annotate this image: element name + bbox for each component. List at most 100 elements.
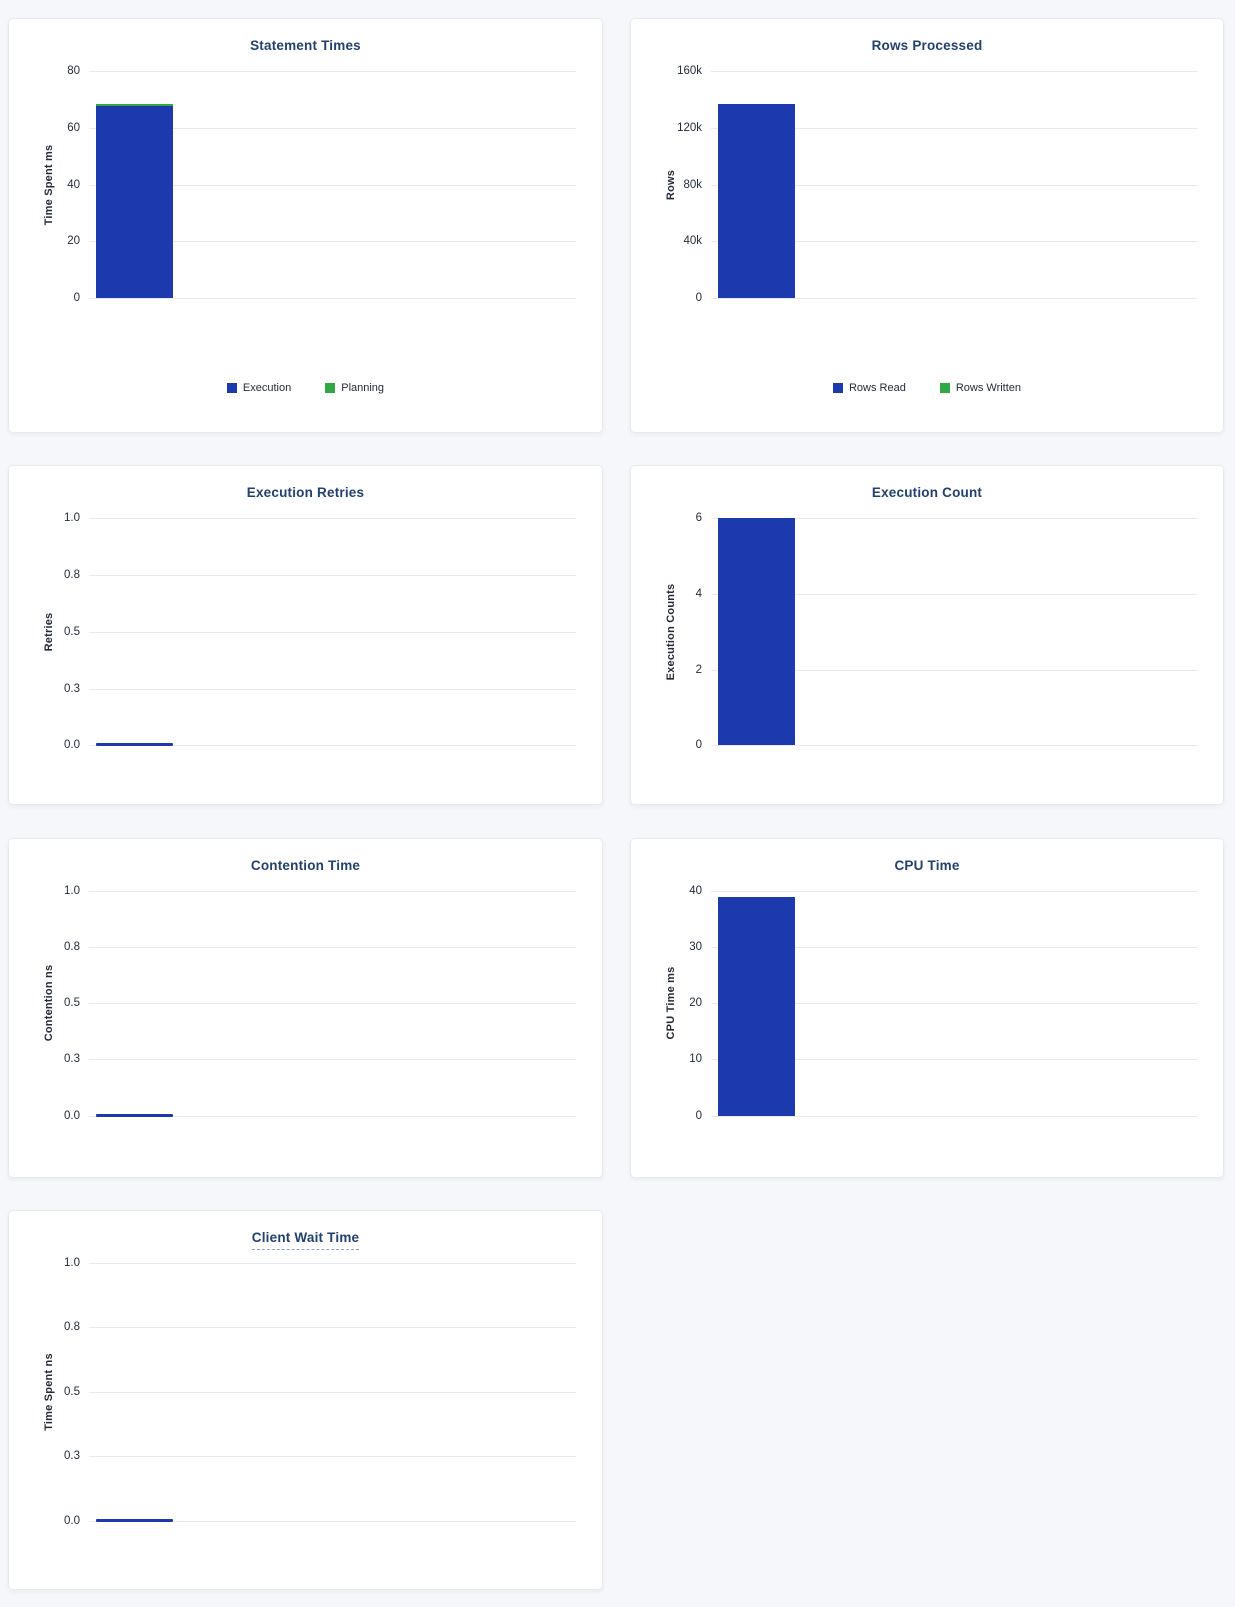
y-tick-label: 120k [677,121,702,134]
y-tick-label: 40k [683,235,702,248]
y-tick-label: 0.0 [64,1514,80,1527]
chart-title-text: Statement Times [250,38,361,53]
legend-swatch-icon [226,383,237,393]
y-axis-label: Time Spent ms [43,144,55,225]
plot-area: Time Spent ms 80 60 40 20 0 [9,65,602,304]
bar-segment-execution-counts [718,518,795,746]
plot: 6 4 2 0 [696,512,1197,751]
legend-swatch-icon [939,383,950,393]
y-axis-label: Retries [43,612,55,652]
chart-card-contention-time: Contention Time Contention ns 1.0 0.8 0.5 0.3… [8,837,603,1178]
legend-label: Rows Written [955,382,1022,394]
chart-card-cpu-time: CPU Time CPU Time ms 40 30 20 10 0 [630,837,1224,1178]
chart-card-client-wait-time: Client Wait Time Time Spent ns 1.0 0.8 0.5 0.… [8,1209,603,1590]
gridline: 4 [696,588,1197,600]
legend-label: Execution [242,382,292,394]
y-tick-label: 1.0 [64,884,80,897]
gridline: 80 [67,65,576,77]
chart-card-rows-processed: Rows Processed Rows 160k 120k 80k 40k 0 Rows Re… [630,18,1224,433]
bar-segment-execution [96,106,173,298]
y-axis-label: Time Spent ns [43,1352,55,1431]
gridline: 40k [683,235,1197,247]
legend-swatch-icon [832,383,843,393]
y-tick-label: 40 [689,884,702,897]
y-tick-label: 80 [67,65,80,77]
gridline: 40 [689,885,1197,897]
y-tick-label: 0.5 [64,1385,80,1398]
y-axis-label: Rows [665,169,677,200]
chart-title-contention-time: Contention Time [9,857,602,873]
y-tick-label: 160k [677,65,702,77]
legend-item-rows-written: Rows Written [939,382,1022,394]
y-tick-label: 4 [695,587,702,600]
gridline: 30 [689,941,1197,953]
y-tick-label: 0.3 [64,1450,80,1463]
y-tick-label: 0.5 [64,997,80,1009]
gridline: 0.5 [64,626,576,638]
chart-title-rows-processed: Rows Processed [631,39,1223,53]
y-tick-label: 0 [695,1109,702,1122]
gridline: 60 [67,122,576,134]
gridline: 1.0 [64,512,576,524]
plot: 160k 120k 80k 40k 0 [677,65,1197,304]
chart-title-cpu-time: CPU Time [631,858,1223,873]
y-tick-label: 40 [67,178,80,191]
gridline: 160k [677,65,1197,77]
gridline: 0.3 [64,1053,576,1065]
y-tick-label: 0 [695,292,702,304]
zero-value-line [96,1518,173,1522]
plot-area: Rows 160k 120k 80k 40k 0 [631,65,1223,304]
plot: 1.0 0.8 0.5 0.3 0.0 [64,512,576,751]
y-tick-label: 0.8 [64,940,80,953]
gridline: 0.5 [64,997,576,1009]
plot: 1.0 0.8 0.5 0.3 0.0 [64,885,576,1122]
plot: 80 60 40 20 0 [67,65,576,304]
gridline: 10 [689,1053,1197,1065]
gridline: 0 [696,292,1197,304]
zero-value-line [96,1113,173,1117]
y-tick-label: 0.8 [64,1321,80,1334]
y-tick-label: 0 [695,739,702,752]
plot: 1.0 0.8 0.5 0.3 0.0 [64,1257,576,1527]
gridline: 0 [696,739,1197,751]
bar-segment-cpu-time [718,896,795,1116]
y-tick-label: 0.0 [64,739,80,752]
y-tick-label: 0.8 [64,569,80,581]
bar-segment-planning [96,104,173,106]
plot-area: Execution Counts 6 4 2 0 [631,512,1223,751]
plot-area: Time Spent ns 1.0 0.8 0.5 0.3 0.0 [9,1257,602,1527]
chart-title-text: Execution Count [871,485,983,501]
y-tick-label: 0.0 [64,1109,80,1122]
y-tick-label: 60 [67,121,80,134]
y-tick-label: 20 [689,997,702,1009]
y-tick-label: 6 [695,512,702,525]
gridline: 0 [74,292,576,304]
chart-title-text: Execution Retries [246,485,365,501]
y-tick-label: 0 [73,292,80,304]
gridline: 0.5 [64,1386,576,1398]
y-tick-label: 10 [689,1053,702,1066]
chart-title-text: Contention Time [250,857,361,873]
plot-area: Retries 1.0 0.8 0.5 0.3 0.0 [9,512,602,751]
chart-title-statement-times: Statement Times [9,39,602,53]
legend-swatch-icon [325,383,336,393]
chart-title-tooltip-trigger[interactable]: Client Wait Time [251,1230,360,1250]
plot-area: CPU Time ms 40 30 20 10 0 [631,885,1223,1122]
gridline: 20 [67,235,576,247]
gridline: 0.3 [64,683,576,695]
legend-label: Planning [341,382,385,394]
chart-legend: Execution Planning [9,382,602,394]
legend-item-rows-read: Rows Read [832,382,906,394]
chart-card-execution-retries: Execution Retries Retries 1.0 0.8 0.5 0.3 0.0 [8,465,603,806]
gridline: 20 [689,997,1197,1009]
gridline: 0.8 [64,569,576,581]
y-tick-label: 30 [689,940,702,953]
zero-value-line [96,743,173,747]
y-tick-label: 0.3 [64,1053,80,1066]
gridline: 120k [677,122,1197,134]
plot-area: Contention ns 1.0 0.8 0.5 0.3 0.0 [9,885,602,1122]
gridline: 40 [67,179,576,191]
chart-card-execution-count: Execution Count Execution Counts 6 4 2 0 [630,465,1224,806]
chart-title-text: Rows Processed [871,38,983,53]
